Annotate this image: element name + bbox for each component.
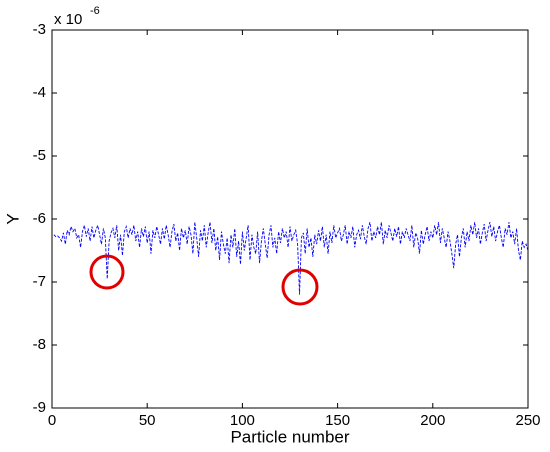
x-tick-label: 150 bbox=[325, 412, 350, 429]
y-tick-label: -8 bbox=[33, 336, 46, 353]
highlight-circle bbox=[281, 268, 319, 306]
y-multiplier-base: x 10 bbox=[54, 11, 82, 28]
x-tick-label: 200 bbox=[420, 412, 445, 429]
y-tick-label: -9 bbox=[33, 399, 46, 416]
x-tick-label: 100 bbox=[230, 412, 255, 429]
data-line bbox=[53, 222, 529, 295]
x-tick-label: 250 bbox=[515, 412, 540, 429]
x-axis-label: Particle number bbox=[230, 427, 349, 446]
y-tick-label: -4 bbox=[33, 84, 46, 101]
y-multiplier-exponent: -6 bbox=[90, 5, 100, 17]
marks bbox=[53, 222, 529, 295]
y-tick-label: -5 bbox=[33, 147, 46, 164]
y-axis-label: Y bbox=[3, 213, 22, 224]
x-tick-label: 50 bbox=[139, 412, 156, 429]
y-tick-label: -6 bbox=[33, 210, 46, 227]
x-tick-label: 0 bbox=[48, 412, 56, 429]
highlight-circle bbox=[89, 254, 125, 290]
plot-area bbox=[51, 29, 529, 409]
y-tick-label: -7 bbox=[33, 273, 46, 290]
y-tick-label: -3 bbox=[33, 21, 46, 38]
